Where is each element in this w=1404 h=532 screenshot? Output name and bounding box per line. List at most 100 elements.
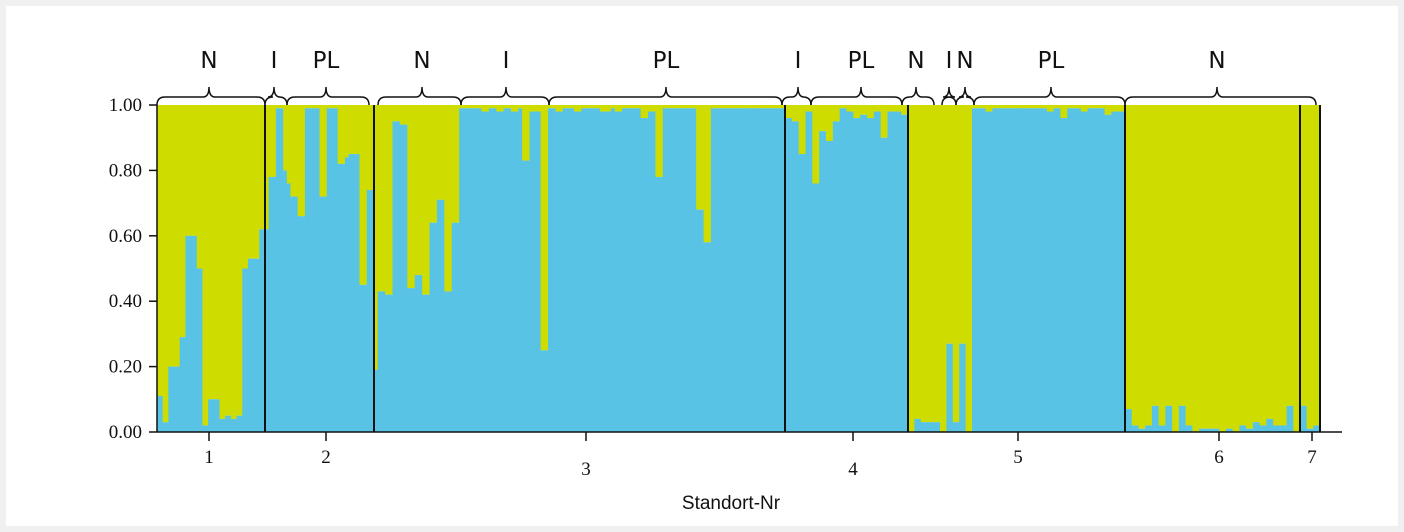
bar-segment-cluster-b [946, 105, 951, 344]
bar-site-7-47 [1279, 105, 1284, 432]
bar-site-7-25 [1205, 105, 1210, 432]
bar-segment-cluster-b [570, 105, 575, 109]
bar-segment-cluster-a [894, 111, 899, 432]
bar-segment-cluster-a [555, 111, 560, 432]
bar-site-5-9 [933, 105, 938, 432]
bar-segment-cluster-a [982, 108, 987, 433]
bar-site-6-9 [999, 105, 1004, 433]
bar-site-1-19 [259, 105, 266, 432]
bar-segment-cluster-a [946, 343, 951, 432]
bar-site-7-33 [1232, 105, 1237, 432]
bar-segment-cluster-a [1009, 108, 1014, 433]
bar-segment-cluster-b [1289, 105, 1294, 406]
bar-segment-cluster-b [607, 105, 612, 112]
bar-segment-cluster-b [588, 105, 594, 109]
bar-segment-cluster-b [1094, 105, 1099, 109]
bar-segment-cluster-a [459, 108, 464, 433]
bar-segment-cluster-b [965, 105, 970, 432]
bar-site-3-78 [659, 105, 664, 432]
bar-segment-cluster-b [315, 105, 321, 109]
bar-site-7-29 [1219, 105, 1224, 432]
bar-site-3-110 [777, 105, 782, 433]
bar-segment-cluster-a [1202, 428, 1207, 432]
bar-site-7-4 [1135, 105, 1140, 432]
bar-site-7-12 [1162, 105, 1166, 432]
bar-segment-cluster-a [294, 196, 299, 432]
bar-segment-cluster-b [1259, 105, 1264, 426]
bar-segment-cluster-b [396, 105, 401, 122]
bar-segment-cluster-a [259, 229, 266, 432]
bar-site-2-29 [366, 105, 371, 432]
bar-segment-cluster-b [853, 105, 858, 119]
bracket-path [810, 86, 903, 106]
bar-segment-cluster-a [566, 108, 571, 433]
bar-segment-cluster-a [488, 108, 494, 433]
bar-segment-cluster-b [348, 105, 353, 155]
bar-site-6-24 [1050, 105, 1055, 432]
bar-site-4-36 [904, 105, 909, 432]
bar-segment-cluster-b [1236, 105, 1241, 432]
bar-segment-cluster-b [157, 105, 164, 397]
bar-segment-cluster-b [355, 105, 361, 155]
group-label: PL [653, 48, 680, 74]
bar-segment-cluster-a [548, 108, 553, 433]
bar-segment-cluster-a [992, 108, 997, 433]
bar-site-8-5 [1313, 105, 1318, 432]
bar-segment-cluster-a [887, 111, 892, 432]
bar-site-7-2 [1128, 105, 1133, 432]
bar-segment-cluster-b [962, 105, 967, 344]
bar-site-7-32 [1229, 105, 1234, 432]
bar-segment-cluster-a [1276, 425, 1281, 432]
bar-segment-cluster-a [843, 108, 848, 433]
bar-segment-cluster-a [901, 114, 906, 432]
bar-site-4-16 [836, 105, 841, 432]
bar-segment-cluster-a [607, 111, 612, 432]
bar-segment-cluster-a [1114, 111, 1119, 432]
bar-site-3-11 [411, 105, 416, 432]
bar-segment-cluster-a [1239, 425, 1244, 432]
bar-site-1-5 [179, 105, 187, 432]
bar-site-7-23 [1199, 105, 1204, 432]
bar-segment-cluster-a [225, 415, 232, 432]
bar-site-7-10 [1155, 105, 1160, 432]
bar-segment-cluster-b [1118, 105, 1123, 112]
bar-site-4-25 [867, 105, 872, 432]
bar-site-2-24 [348, 105, 353, 433]
bar-segment-cluster-b [870, 105, 875, 119]
bar-site-3-33 [492, 105, 497, 433]
bar-segment-cluster-a [1006, 108, 1010, 433]
bar-segment-cluster-b [392, 105, 397, 122]
bar-site-6-33 [1080, 105, 1085, 432]
bar-site-3-44 [533, 105, 538, 432]
bar-segment-cluster-b [492, 105, 497, 109]
bar-site-3-48 [548, 105, 553, 433]
bar-site-6-21 [1040, 105, 1044, 433]
bar-site-3-58 [585, 105, 590, 433]
bracket-path [460, 86, 550, 106]
bar-segment-cluster-b [802, 105, 807, 155]
bar-segment-cluster-a [819, 131, 824, 432]
bar-segment-cluster-b [377, 105, 383, 292]
bar-segment-cluster-a [507, 108, 512, 433]
bar-segment-cluster-a [399, 124, 405, 433]
bar-site-3-87 [692, 105, 697, 433]
bar-segment-cluster-a [1148, 425, 1153, 432]
bar-segment-cluster-a [666, 108, 671, 433]
bar-segment-cluster-b [673, 105, 679, 109]
bar-segment-cluster-a [673, 108, 679, 433]
bar-segment-cluster-a [236, 415, 243, 432]
bar-site-1-7 [191, 105, 198, 432]
bar-segment-cluster-a [1036, 108, 1041, 433]
bar-segment-cluster-a [1252, 422, 1257, 432]
bar-site-3-70 [629, 105, 634, 433]
bar-segment-cluster-a [1155, 405, 1160, 432]
bar-segment-cluster-b [1252, 105, 1257, 423]
bar-segment-cluster-b [725, 105, 731, 109]
bar-segment-cluster-b [846, 105, 851, 112]
bar-site-4-33 [894, 105, 899, 432]
bar-site-2-10 [297, 105, 302, 432]
bar-segment-cluster-a [1182, 405, 1187, 432]
bar-segment-cluster-b [559, 105, 564, 112]
bar-site-3-106 [762, 105, 768, 433]
bar-segment-cluster-a [795, 121, 800, 432]
